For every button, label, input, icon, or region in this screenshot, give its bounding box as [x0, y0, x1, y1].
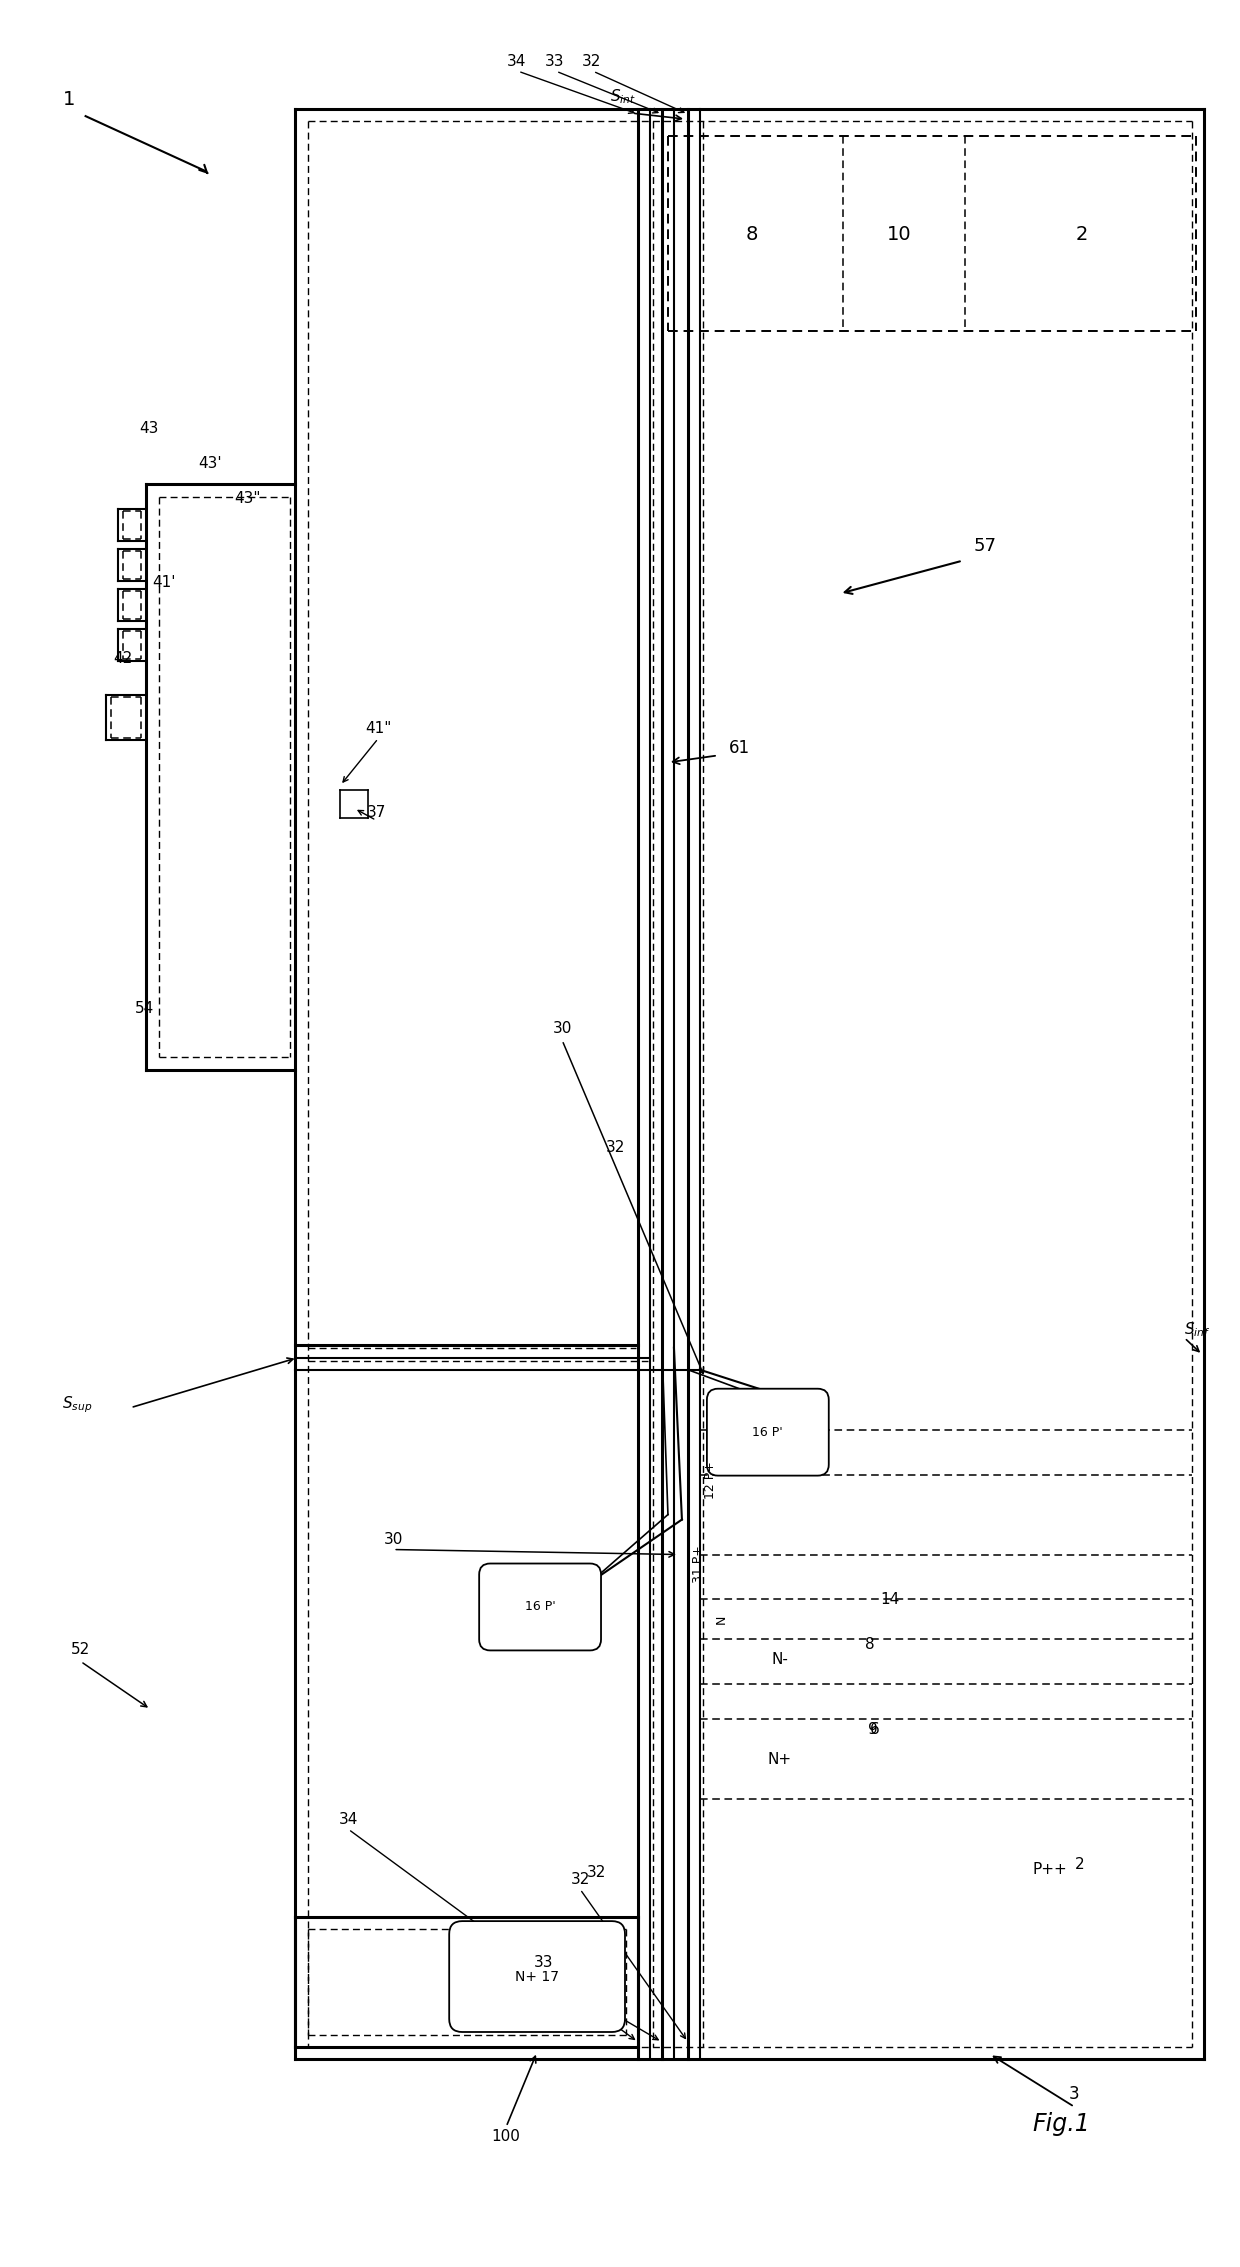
Text: 3: 3 — [1069, 2086, 1080, 2104]
Text: 100: 100 — [492, 2129, 521, 2145]
Text: 41": 41" — [365, 721, 392, 737]
Text: 52: 52 — [71, 1641, 91, 1657]
Text: 6: 6 — [869, 1723, 879, 1737]
Text: 32: 32 — [587, 1866, 605, 1879]
Text: 43': 43' — [198, 456, 222, 472]
Text: 42: 42 — [113, 651, 133, 666]
Text: 14: 14 — [880, 1591, 899, 1607]
Text: N+ 17: N+ 17 — [515, 1970, 559, 1984]
Text: 9: 9 — [868, 1723, 878, 1737]
Text: 33: 33 — [533, 1954, 553, 1970]
Text: 16 P': 16 P' — [525, 1601, 556, 1614]
FancyBboxPatch shape — [449, 1920, 625, 2031]
Text: N+: N+ — [768, 1752, 792, 1766]
Text: 10: 10 — [888, 224, 911, 243]
Text: $S_{sup}$: $S_{sup}$ — [62, 1394, 93, 1415]
Text: 32: 32 — [605, 1140, 625, 1156]
Text: 41': 41' — [151, 576, 175, 589]
FancyBboxPatch shape — [707, 1390, 828, 1476]
Text: 8: 8 — [866, 1637, 874, 1653]
Text: 31 P+: 31 P+ — [692, 1546, 704, 1582]
FancyBboxPatch shape — [479, 1564, 601, 1650]
Text: 1: 1 — [62, 91, 74, 109]
Text: P++: P++ — [1032, 1861, 1066, 1877]
Text: 43: 43 — [139, 422, 159, 435]
Text: $S_{int}$: $S_{int}$ — [610, 88, 636, 107]
Text: N-: N- — [771, 1653, 789, 1666]
Text: 2: 2 — [1075, 1857, 1084, 1873]
Text: 30: 30 — [383, 1532, 403, 1546]
Text: 30: 30 — [552, 1020, 572, 1036]
Text: 12 P+: 12 P+ — [704, 1460, 717, 1498]
Text: 54: 54 — [135, 1000, 154, 1016]
Text: 61: 61 — [729, 739, 750, 757]
Text: 32: 32 — [570, 1873, 590, 1886]
Text: 34: 34 — [506, 54, 526, 68]
Text: 33: 33 — [544, 54, 564, 68]
Text: 8: 8 — [745, 224, 758, 243]
Text: 16 P': 16 P' — [753, 1426, 784, 1440]
Text: Fig.1: Fig.1 — [1033, 2113, 1090, 2136]
Text: N: N — [715, 1614, 728, 1623]
Text: 32: 32 — [582, 54, 600, 68]
Text: 2: 2 — [1075, 224, 1087, 243]
Text: 43": 43" — [234, 492, 260, 506]
Text: 34: 34 — [339, 1811, 358, 1827]
Text: 37: 37 — [367, 805, 386, 821]
Text: 57: 57 — [973, 537, 996, 555]
Text: $S_{inf}$: $S_{inf}$ — [1184, 1319, 1210, 1340]
